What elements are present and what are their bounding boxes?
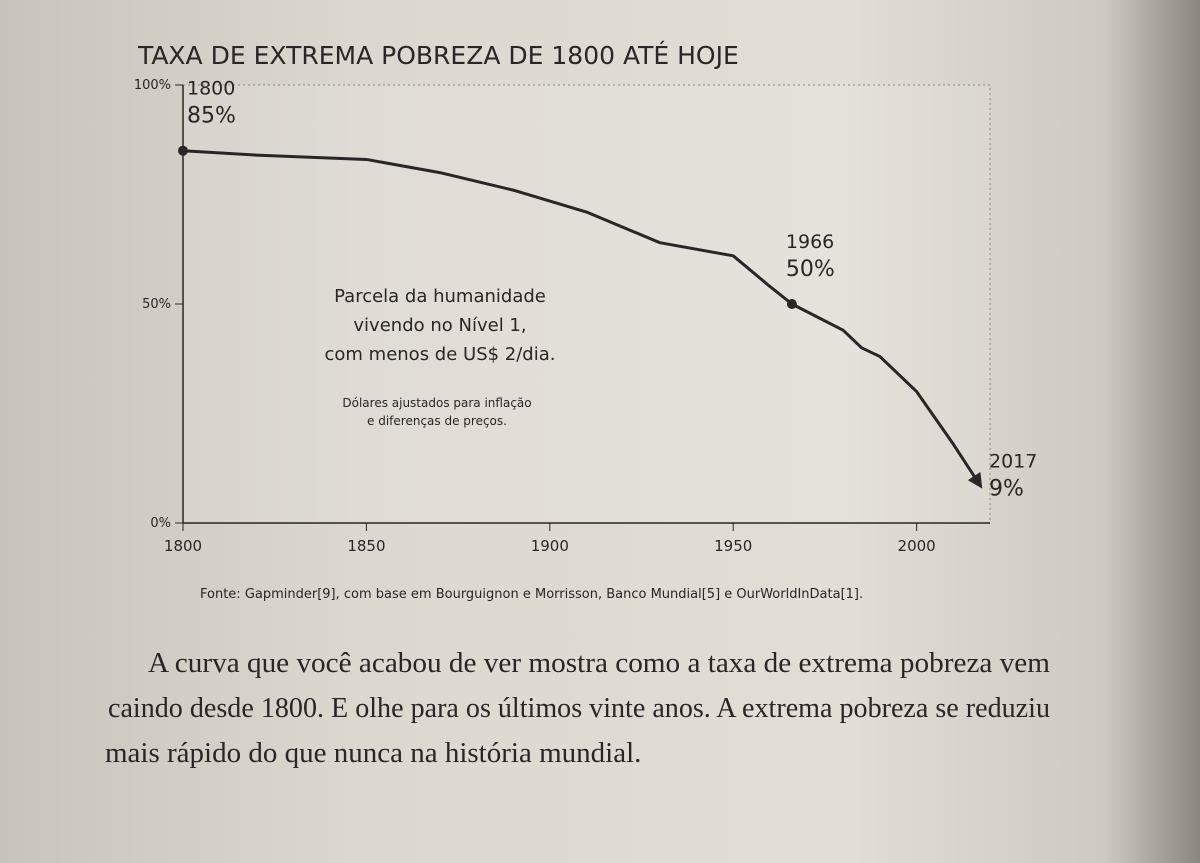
paragraph-line: A curva que você acabou de ver mostra co…: [148, 647, 1050, 679]
x-tick-label: 1950: [714, 537, 752, 555]
caption: vivendo no Nível 1,: [353, 315, 526, 336]
x-tick-label: 2000: [898, 537, 936, 555]
x-tick-label: 1900: [531, 537, 569, 555]
plot-area: [182, 84, 991, 524]
note: Dólares ajustados para inflação: [342, 396, 531, 410]
caption: Parcela da humanidade: [334, 286, 546, 307]
y-tick-label: 100%: [134, 78, 171, 93]
point: [786, 299, 797, 309]
x-tick-label: 1850: [347, 537, 385, 555]
value-label: 50%: [786, 257, 835, 282]
caption: com menos de US$ 2/dia.: [325, 344, 556, 365]
annotation-year: 2017: [989, 451, 1037, 473]
annotation-year: 1966: [786, 231, 834, 253]
y-tick-label: 50%: [142, 297, 171, 312]
value-label: 85%: [187, 104, 236, 129]
chart: 0% 50% 100% 1800 1850 1900 1950 2000 1800 85% 1966…: [134, 78, 1038, 555]
value-label: 9%: [989, 477, 1024, 502]
source: Fonte: Gapminder[9], com base em Bourgui…: [200, 587, 863, 602]
paragraph-line: caindo desde 1800. E olhe para os último…: [108, 692, 1050, 724]
y-tick-label: 0%: [150, 516, 171, 531]
paragraph-line: mais rápido do que nunca na história mun…: [105, 737, 641, 769]
x-tick-label: 1800: [164, 537, 202, 555]
line: [182, 149, 983, 489]
note: e diferenças de preços.: [367, 414, 507, 428]
point: [178, 145, 188, 156]
paragraph: A curva que você acabou de ver mostra co…: [105, 647, 1050, 769]
chart-title: TAXA DE EXTREMA POBREZA DE 1800 ATÉ HOJE: [137, 41, 739, 70]
annotation-year: 1800: [187, 78, 235, 100]
